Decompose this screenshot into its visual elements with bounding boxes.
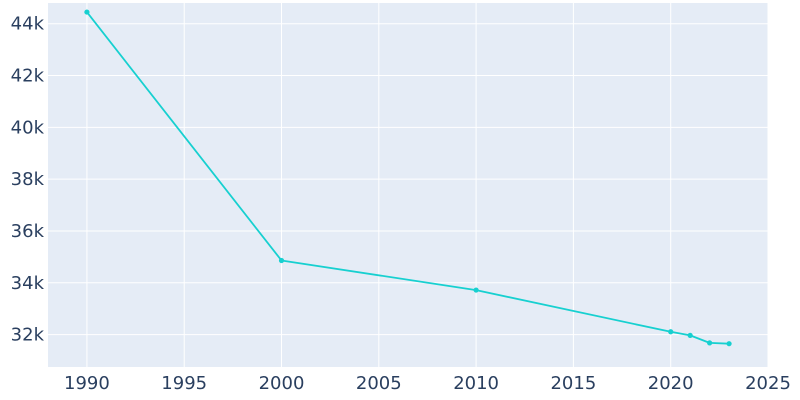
x-tick-label: 2005 [356, 373, 402, 394]
series-group [84, 9, 732, 347]
y-tick-label: 34k [11, 273, 45, 294]
x-gridlines [86, 3, 769, 367]
data-point [84, 9, 90, 15]
data-point [687, 332, 693, 338]
data-point [278, 257, 285, 264]
x-tick-label: 2015 [550, 373, 596, 394]
y-tick-label: 44k [11, 14, 45, 35]
x-tick-label: 2000 [259, 373, 305, 394]
data-point [726, 341, 732, 347]
x-tick-label: 2025 [745, 373, 791, 394]
x-tick-label: 1990 [64, 373, 110, 394]
data-point [473, 287, 479, 293]
y-gridlines [48, 23, 768, 336]
data-point [668, 329, 674, 335]
x-tick-label: 2010 [453, 373, 499, 394]
x-tick-label: 1995 [161, 373, 207, 394]
y-tick-label: 32k [11, 325, 45, 346]
y-tick-label: 38k [11, 169, 45, 190]
x-tick-label: 2020 [648, 373, 694, 394]
y-axis: 32k 34k 36k 38k 40k 42k 44k [11, 14, 45, 346]
x-axis: 1990 1995 2000 2005 2010 2015 2020 2025 [64, 373, 791, 394]
y-tick-label: 40k [11, 117, 45, 138]
data-point [707, 340, 713, 346]
y-tick-label: 42k [11, 66, 45, 87]
plot-area [48, 3, 768, 367]
y-tick-label: 36k [11, 221, 45, 242]
